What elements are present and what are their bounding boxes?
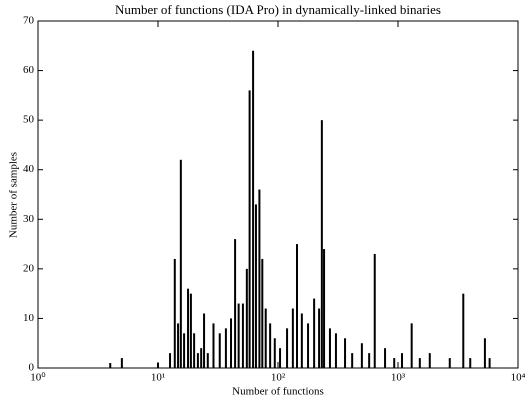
y-tick-label: 30 [23, 213, 35, 225]
bar [448, 358, 451, 368]
bar [469, 358, 472, 368]
bar [462, 293, 465, 368]
bar [344, 338, 347, 368]
plot-frame [37, 20, 519, 369]
bar [245, 268, 248, 368]
bar [169, 353, 172, 368]
bar [296, 244, 299, 368]
bar [291, 308, 294, 368]
bar [200, 348, 203, 368]
bar [224, 328, 227, 368]
y-tick-label: 0 [29, 362, 35, 374]
x-tick-label: 10⁰ [30, 372, 46, 384]
bar [360, 343, 363, 368]
bar [313, 298, 316, 368]
x-axis-label: Number of functions [232, 386, 324, 398]
bar [237, 303, 240, 368]
bar [334, 333, 337, 368]
y-tick-label: 70 [23, 15, 35, 27]
bar [273, 338, 276, 368]
bar [177, 323, 180, 368]
bar [323, 249, 326, 368]
bar [230, 318, 233, 368]
bar [173, 258, 176, 368]
bar [189, 293, 192, 368]
bar [254, 204, 257, 368]
bar [179, 159, 182, 368]
x-tick-label: 10⁴ [511, 372, 525, 384]
x-tick-label: 10³ [391, 372, 406, 384]
bar [410, 323, 413, 368]
bar [157, 363, 159, 368]
bar [193, 333, 196, 368]
bar [261, 258, 264, 368]
bar [373, 253, 376, 368]
bar [401, 353, 404, 368]
bar [241, 303, 244, 368]
bar [218, 333, 221, 368]
bar [183, 333, 186, 368]
bar [203, 313, 206, 368]
y-tick-label: 40 [23, 163, 35, 175]
bar [252, 50, 255, 368]
bar [368, 353, 371, 368]
bar [351, 353, 354, 368]
bar [300, 313, 303, 368]
bar [279, 348, 282, 368]
bar [328, 328, 331, 368]
y-tick-label: 20 [23, 262, 35, 274]
bar [212, 323, 215, 368]
y-tick-label: 60 [23, 64, 35, 76]
bar [318, 308, 321, 368]
x-tick-label: 10² [271, 372, 286, 384]
bar [384, 348, 387, 368]
chart-title: Number of functions (IDA Pro) in dynamic… [115, 2, 441, 17]
bar [488, 358, 491, 368]
bar [196, 353, 199, 368]
bar [483, 338, 486, 368]
y-tick-label: 10 [23, 312, 35, 324]
bar [248, 90, 251, 369]
x-tick-label: 10¹ [151, 372, 165, 384]
bar [286, 328, 289, 368]
bar [418, 358, 421, 368]
bar [264, 308, 267, 368]
bar [307, 323, 310, 368]
y-axis-label: Number of samples [8, 152, 20, 238]
bar [428, 353, 431, 368]
bar [320, 120, 323, 369]
bar [109, 363, 112, 368]
bar [258, 189, 261, 368]
bar [120, 358, 123, 368]
bar [269, 323, 272, 368]
bar [393, 358, 396, 368]
y-tick-label: 50 [23, 114, 35, 126]
bar [187, 288, 190, 368]
bar [206, 353, 209, 368]
bar [234, 239, 237, 368]
